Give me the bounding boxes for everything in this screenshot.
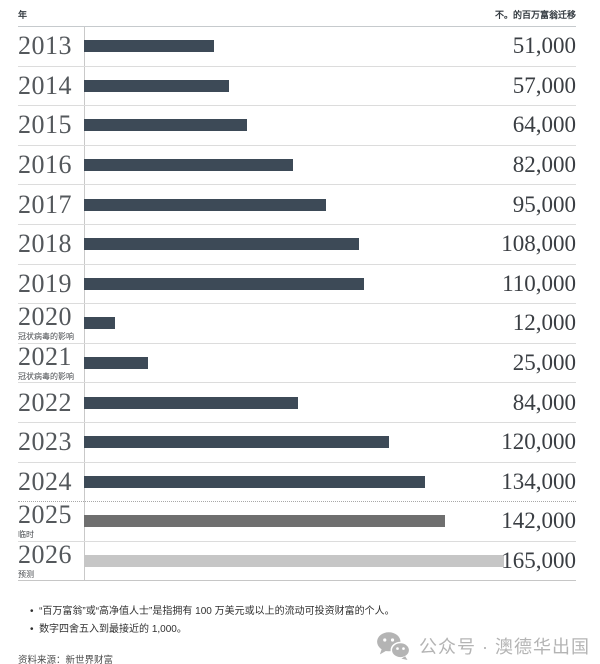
bar-track [84, 119, 504, 132]
wechat-icon [376, 631, 410, 660]
year-label: 2015 [18, 110, 72, 140]
value-label: 82,000 [512, 152, 576, 178]
value-label: 110,000 [502, 270, 576, 296]
value-label: 57,000 [512, 72, 576, 98]
year-label: 2016 [18, 150, 72, 180]
bar-track [84, 396, 504, 409]
bar-track [84, 357, 504, 370]
chart-row: 2020 冠状病毒的影响 12,000 [18, 304, 576, 344]
value-label: 84,000 [512, 389, 576, 415]
bar-track [84, 277, 504, 290]
bar-track [84, 198, 504, 211]
axis-title-year: 年 [18, 10, 28, 20]
year-label: 2024 [18, 466, 72, 496]
bar [84, 159, 293, 172]
year-label: 2025 [18, 500, 72, 530]
bar-track [84, 317, 504, 330]
year-note: 冠状病毒的影响 [18, 372, 74, 382]
value-label: 51,000 [512, 33, 576, 59]
year-note: 预测 [18, 570, 34, 580]
axis-line [84, 27, 85, 582]
chart-row: 2015 64,000 [18, 106, 576, 146]
bar [84, 436, 390, 449]
bar [84, 357, 148, 370]
year-label: 2013 [18, 31, 72, 61]
year-label: 2017 [18, 189, 72, 219]
value-label: 25,000 [512, 350, 576, 376]
chart-row: 2016 82,000 [18, 146, 576, 186]
bar [84, 396, 298, 409]
value-label: 120,000 [501, 429, 576, 455]
wechat-badge: 公众号 · 澳德华出国 [376, 631, 590, 660]
chart-header: 年 不。的百万富翁迁移 [18, 8, 576, 27]
chart-row: 2017 95,000 [18, 185, 576, 225]
value-label: 134,000 [501, 468, 576, 494]
bar-track [84, 79, 504, 92]
bar-track [84, 555, 504, 568]
bar-track [84, 515, 504, 528]
chart-row: 2025 临时 142,000 [18, 502, 576, 542]
chart-row: 2018 108,000 [18, 225, 576, 265]
year-label: 2023 [18, 427, 72, 457]
bar-track [84, 436, 504, 449]
year-label: 2020 [18, 302, 72, 332]
value-label: 95,000 [512, 191, 576, 217]
bar-track [84, 40, 504, 53]
wechat-badge-text: 公众号 · 澳德华出国 [419, 636, 590, 657]
source-note: 资料来源：新世界财富 [18, 655, 114, 664]
chart-row: 2021 冠状病毒的影响 25,000 [18, 344, 576, 384]
bar [84, 515, 446, 528]
bar [84, 555, 504, 568]
bar-track [84, 159, 504, 172]
bar [84, 475, 426, 488]
footnote-definition: “百万富翁”或“高净值人士”是指拥有 100 万美元或以上的流动可投资财富的个人… [30, 603, 576, 621]
value-label: 142,000 [501, 508, 576, 534]
chart-row: 2019 110,000 [18, 265, 576, 305]
year-label: 2014 [18, 70, 72, 100]
value-label: 12,000 [512, 310, 576, 336]
year-note: 临时 [18, 530, 34, 540]
value-label: 165,000 [501, 548, 576, 574]
year-label: 2019 [18, 268, 72, 298]
footnote-rounding: 数字四舍五入到最接近的 1,000。 [30, 621, 576, 639]
footnotes: “百万富翁”或“高净值人士”是指拥有 100 万美元或以上的流动可投资财富的个人… [18, 603, 576, 638]
year-label: 2018 [18, 229, 72, 259]
chart-row: 2014 57,000 [18, 67, 576, 107]
bar [84, 40, 214, 53]
bar-track [84, 475, 504, 488]
chart-row: 2024 134,000 [18, 463, 576, 503]
bar [84, 79, 230, 92]
bar-track [84, 238, 504, 251]
bar [84, 317, 115, 330]
bar [84, 238, 359, 251]
bar [84, 119, 247, 132]
chart-row: 2013 51,000 [18, 27, 576, 67]
year-note: 冠状病毒的影响 [18, 332, 74, 342]
bar-chart: 2013 51,000 2014 57,000 2015 64,000 2016 [18, 27, 576, 582]
bar [84, 198, 326, 211]
chart-row: 2023 120,000 [18, 423, 576, 463]
value-label: 64,000 [512, 112, 576, 138]
bar [84, 277, 364, 290]
value-label: 108,000 [501, 231, 576, 257]
axis-title-migrants: 不。的百万富翁迁移 [494, 10, 576, 20]
chart-row: 2022 84,000 [18, 383, 576, 423]
year-label: 2022 [18, 387, 72, 417]
year-label: 2026 [18, 540, 72, 570]
chart-row: 2026 预测 165,000 [18, 542, 576, 582]
year-label: 2021 [18, 342, 72, 372]
